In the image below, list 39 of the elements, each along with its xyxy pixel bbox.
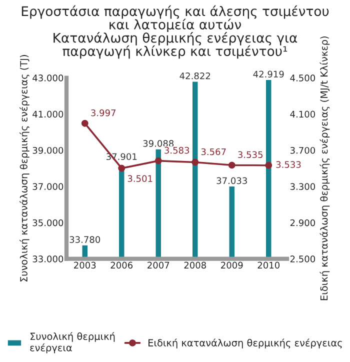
data-label: 33.780 [70, 236, 100, 243]
data-label: 3.567 [201, 148, 226, 156]
y-tick-label: 35.000 [32, 219, 64, 226]
x-tick-label: 2006 [110, 262, 133, 269]
data-label: 3.533 [276, 161, 301, 168]
y-tick-label: 41.000 [32, 110, 64, 118]
data-label: 42.822 [180, 72, 210, 80]
y-tick-label: 39.000 [32, 146, 64, 154]
data-label: 42.919 [253, 70, 284, 78]
y2-tick-label: 4.500 [290, 74, 316, 82]
x-tick-label: 2003 [74, 262, 96, 269]
x-tick-label: 2008 [184, 262, 206, 269]
data-label: 3.501 [128, 175, 152, 182]
y-axis-title: Συνολική κατανάλωση θερμικής ενέργειας (TJ) [20, 55, 30, 282]
legend-label: Ειδική κατανάλωση θερμικής ενέργειας [148, 338, 342, 348]
point [228, 162, 236, 169]
x-tick-label: 2009 [221, 262, 243, 269]
y2-tick-label: 3.700 [290, 146, 316, 154]
legend-label: Συνολική θερμική ενέργεια [30, 332, 115, 354]
data-label: 3.583 [164, 146, 190, 154]
y-tick-label: 43.000 [32, 74, 64, 82]
point [265, 162, 272, 169]
data-label: 37.033 [216, 177, 247, 184]
point [81, 120, 88, 127]
x-tick-label: 2007 [148, 262, 170, 269]
data-label: 3.535 [238, 151, 262, 158]
data-label: 39.088 [143, 140, 174, 147]
y-tick-label: 37.000 [32, 183, 64, 190]
point [118, 164, 126, 172]
x-tick-label: 2010 [258, 262, 280, 269]
y2-tick-label: 4.100 [290, 110, 316, 118]
point [192, 158, 199, 166]
y2-tick-label: 2.900 [290, 219, 316, 226]
y2-tick-label: 3.300 [290, 183, 316, 190]
data-label: 3.997 [91, 109, 116, 116]
point [154, 157, 162, 164]
y2-tick-label: 2.500 [290, 256, 316, 262]
y2-axis-title: Ειδική κατανάλωση θερμικής ενέργειας (MJ/t Κλίνκερ) [320, 36, 330, 300]
y-tick-label: 33.000 [32, 256, 64, 262]
